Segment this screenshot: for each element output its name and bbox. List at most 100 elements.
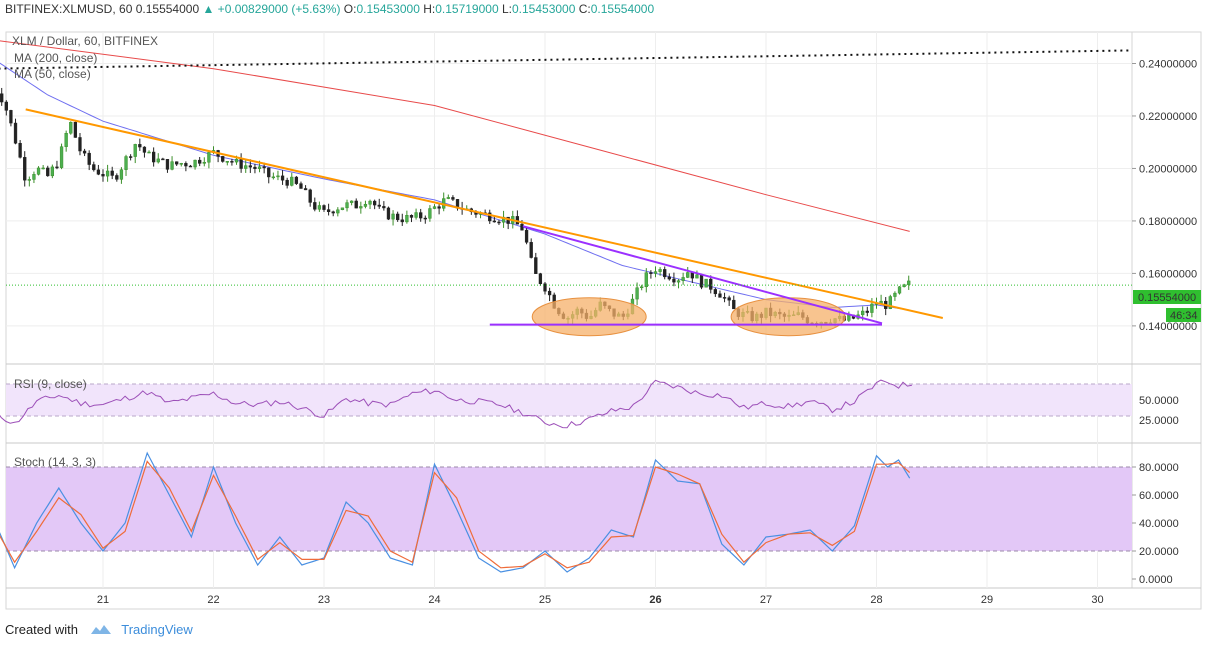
candle-body bbox=[78, 137, 82, 152]
candle-body bbox=[326, 209, 331, 212]
candle-body bbox=[280, 175, 285, 181]
candle-body bbox=[432, 206, 437, 209]
candle-body bbox=[534, 257, 538, 274]
candle-body bbox=[349, 200, 354, 203]
candle-body bbox=[391, 213, 395, 220]
candle-body bbox=[847, 314, 851, 321]
candle-body bbox=[276, 175, 280, 178]
low-label: L: bbox=[501, 2, 512, 16]
countdown-label: 46:34 bbox=[1170, 310, 1198, 322]
high-value: 0.15719000 bbox=[435, 2, 499, 16]
ma50-legend: MA (50, close) bbox=[14, 67, 91, 81]
candle-body bbox=[386, 207, 391, 220]
symbol-header: BITFINEX:XLMUSD, 60 0.15554000 ▲ +0.0082… bbox=[5, 2, 654, 18]
candle-body bbox=[73, 121, 78, 138]
candle-body bbox=[497, 221, 501, 224]
candle-body bbox=[101, 174, 105, 177]
candle-body bbox=[267, 167, 271, 178]
candle-body bbox=[897, 286, 902, 294]
candle-body bbox=[313, 202, 317, 210]
candle-body bbox=[396, 213, 400, 221]
candle-body bbox=[165, 159, 170, 170]
time-tick-label: 26 bbox=[649, 594, 661, 606]
stoch-tick-label: 0.0000 bbox=[1139, 574, 1173, 586]
candle-body bbox=[428, 208, 432, 219]
candle-body bbox=[529, 242, 533, 258]
stoch-band bbox=[6, 467, 1132, 551]
candle-body bbox=[336, 209, 340, 214]
time-tick-label: 29 bbox=[981, 594, 993, 606]
price-tick-label: 0.18000000 bbox=[1139, 216, 1197, 228]
candle-body bbox=[257, 166, 262, 169]
candle-body bbox=[221, 156, 225, 162]
candle-body bbox=[354, 200, 358, 209]
candle-body bbox=[115, 175, 119, 180]
stoch-tick-label: 80.0000 bbox=[1139, 462, 1179, 474]
triangle-upper-line bbox=[522, 225, 883, 325]
candle-body bbox=[640, 286, 644, 289]
candle-body bbox=[888, 296, 892, 309]
low-value: 0.15453000 bbox=[511, 2, 576, 16]
footer: Created with TradingView bbox=[5, 622, 193, 638]
candle-body bbox=[658, 269, 662, 272]
candle-body bbox=[492, 220, 497, 223]
candle-body bbox=[704, 278, 708, 288]
candle-body bbox=[36, 167, 41, 175]
candle-body bbox=[64, 133, 68, 147]
candle-body bbox=[902, 284, 906, 287]
candle-body bbox=[488, 212, 492, 222]
candle-body bbox=[359, 206, 363, 209]
candle-body bbox=[446, 197, 450, 199]
rsi-tick-label: 50.0000 bbox=[1139, 395, 1179, 407]
time-tick-label: 28 bbox=[870, 594, 882, 606]
candle-body bbox=[382, 206, 386, 209]
candle-body bbox=[50, 166, 55, 177]
candle-body bbox=[262, 166, 266, 169]
time-tick-label: 27 bbox=[760, 594, 772, 606]
candle-body bbox=[893, 292, 897, 297]
candle-body bbox=[92, 164, 96, 171]
time-tick-label: 24 bbox=[428, 594, 440, 606]
axes: 21 22 23 24 25 26 27 28 29 30 0.24000000 0.22000000… bbox=[97, 58, 1197, 606]
candle-body bbox=[184, 163, 188, 167]
stoch-line-d bbox=[0, 460, 911, 569]
candle-body bbox=[225, 161, 229, 163]
candle-body bbox=[23, 157, 27, 181]
candle-body bbox=[234, 158, 239, 163]
close-value: 0.15554000 bbox=[590, 2, 655, 16]
chart-canvas[interactable]: 21 22 23 24 25 26 27 28 29 30 0.24000000 0.22000000… bbox=[0, 20, 1209, 616]
stoch-tick-label: 60.0000 bbox=[1139, 490, 1179, 502]
candle-body bbox=[419, 212, 423, 219]
indicator-plots bbox=[0, 379, 1132, 573]
candle-body bbox=[672, 278, 676, 283]
candle-body bbox=[524, 229, 529, 243]
descending-trendline bbox=[25, 108, 944, 319]
candle-body bbox=[695, 274, 699, 279]
candle-body bbox=[649, 272, 653, 274]
candle-body bbox=[686, 272, 690, 278]
candle-body bbox=[13, 122, 18, 144]
candle-body bbox=[538, 273, 543, 284]
candle-body bbox=[27, 179, 31, 181]
price-tick-label: 0.14000000 bbox=[1139, 321, 1197, 333]
symbol-name: BITFINEX:XLMUSD, 60 bbox=[5, 2, 133, 16]
time-tick-label: 25 bbox=[539, 594, 551, 606]
candle-body bbox=[732, 299, 736, 310]
candle-body bbox=[414, 212, 418, 218]
stoch-legend: Stoch (14, 3, 3) bbox=[14, 455, 96, 469]
candle-body bbox=[110, 170, 114, 176]
candle-body bbox=[170, 161, 174, 170]
candle-body bbox=[331, 211, 335, 214]
candle-body bbox=[547, 290, 552, 296]
candle-body bbox=[147, 151, 151, 154]
candle-body bbox=[69, 121, 73, 134]
candle-body bbox=[55, 166, 59, 169]
candle-body bbox=[667, 276, 671, 280]
candle-body bbox=[405, 215, 409, 223]
candle-body bbox=[377, 204, 381, 207]
price-plot bbox=[0, 40, 1132, 337]
candle-body bbox=[345, 202, 349, 209]
candle-body bbox=[285, 179, 289, 186]
candle-body bbox=[681, 277, 685, 281]
tradingview-link[interactable]: TradingView bbox=[121, 622, 193, 637]
